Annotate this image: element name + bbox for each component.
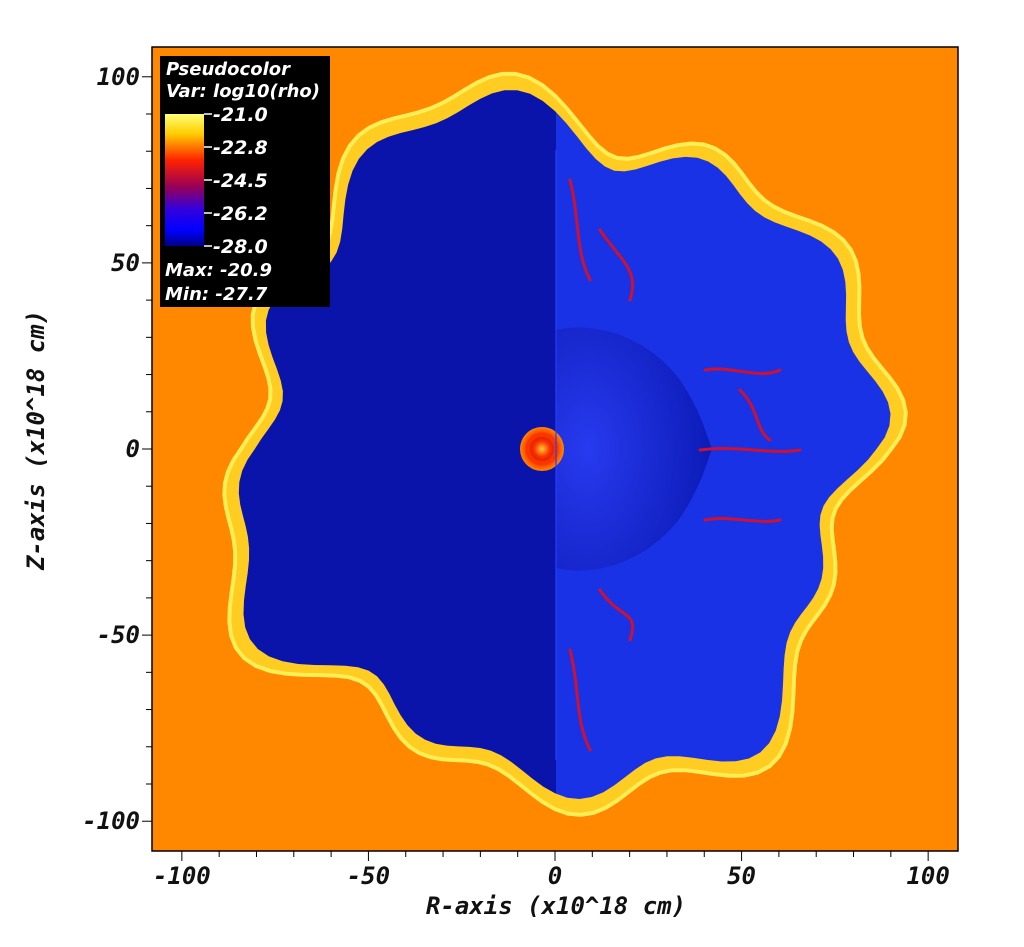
- filament: [738, 388, 772, 442]
- x-axis-tick-labels: -100 -50 0 50 100: [153, 862, 950, 890]
- colorbar-tick-label: -26.2: [213, 203, 268, 225]
- y-tick-label: 0: [126, 435, 140, 463]
- x-tick-label: 50: [727, 862, 756, 890]
- x-tick-label: -100: [153, 862, 211, 890]
- legend-max: Max: -20.9: [165, 260, 272, 281]
- x-axis-title: R-axis (x10^18 cm): [426, 892, 686, 920]
- x-tick-label: 100: [906, 862, 949, 890]
- legend-min: Min: -27.7: [165, 284, 268, 305]
- y-axis-ticks: [142, 76, 152, 822]
- legend-title: Pseudocolor: [166, 59, 291, 80]
- colorbar-tick-label: -24.5: [213, 170, 268, 192]
- filament: [568, 648, 592, 752]
- bubble-interior-right: [556, 112, 891, 799]
- legend: Pseudocolor Var: log10(rho) -21.0-22.8-2…: [160, 56, 330, 307]
- filament: [568, 178, 592, 282]
- colorbar-tick-label: -28.0: [213, 236, 268, 258]
- filament: [703, 367, 782, 375]
- y-tick-label: -100: [82, 807, 140, 835]
- y-tick-label: -50: [97, 621, 140, 649]
- inner-cavity: [556, 327, 712, 571]
- legend-variable: Var: log10(rho): [166, 81, 320, 102]
- x-tick-label: 0: [548, 862, 562, 890]
- colorbar-ticks: -21.0 -22.8 -24.5 -26.2 -28.0: [204, 104, 268, 258]
- filament: [703, 517, 782, 523]
- y-tick-label: 100: [97, 63, 140, 91]
- density-filaments: [568, 178, 802, 752]
- colorbar-tick-label: -21.0: [213, 104, 268, 126]
- y-tick-label: 50: [111, 249, 140, 277]
- colorbar: [165, 114, 204, 246]
- filament: [598, 588, 635, 642]
- filament: [598, 228, 635, 302]
- y-axis-tick-labels: -100 -50 0 50 100: [82, 63, 140, 835]
- x-tick-label: -50: [347, 862, 390, 890]
- bubble-interior-left: [238, 90, 556, 794]
- x-axis-ticks: [181, 851, 929, 861]
- y-axis-title: Z-axis (x10^18 cm): [22, 310, 50, 571]
- filament: [698, 447, 802, 453]
- colorbar-tick-label: -22.8: [213, 137, 268, 159]
